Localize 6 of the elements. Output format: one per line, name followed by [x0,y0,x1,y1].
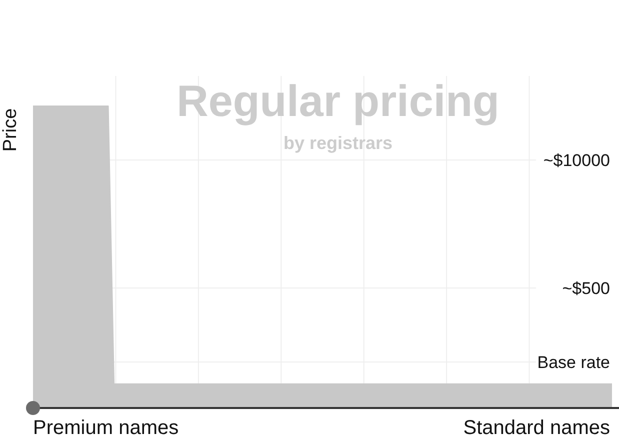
y-axis-title: Price [0,108,21,152]
annotation: ~$500 [562,278,610,298]
text: Premium names [33,417,179,439]
annotation: ~$10000 [543,150,610,170]
annotation: Base rate [537,352,610,372]
text: Standard names [463,417,610,439]
